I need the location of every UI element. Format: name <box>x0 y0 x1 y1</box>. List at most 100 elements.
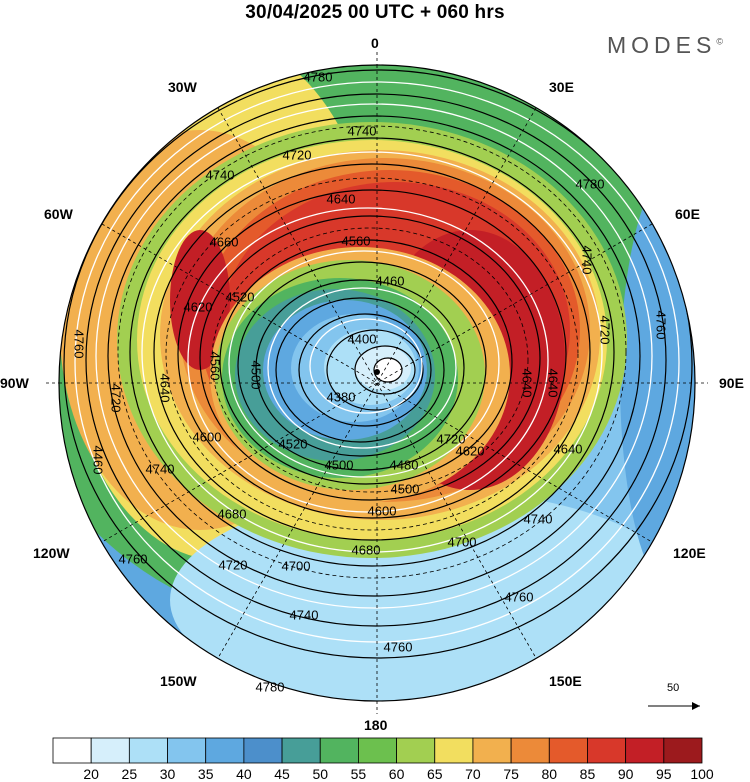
legend-label: 55 <box>350 766 367 782</box>
contour-label: 4500 <box>391 481 420 496</box>
legend-swatch <box>358 737 397 764</box>
legend-label: 25 <box>121 766 138 782</box>
lon-label-90w: 90W <box>0 375 29 391</box>
contour-label: 4760 <box>119 551 148 566</box>
contour-label: 4400 <box>348 331 377 346</box>
contour-label: 4640 <box>327 191 356 206</box>
contour-label: 4600 <box>193 429 222 444</box>
contour-label: 4780 <box>256 679 285 694</box>
lon-label-180: 180 <box>364 717 388 733</box>
dashed-contours <box>117 125 627 579</box>
contour-label: 4640 <box>554 441 583 456</box>
contour-label: 4760 <box>654 311 669 340</box>
map-title: 30/04/2025 00 UTC + 060 hrs <box>245 2 505 23</box>
legend-swatch <box>625 737 665 764</box>
contour-label: 4500 <box>249 361 264 390</box>
contour-label: 4720 <box>598 316 613 345</box>
contour-label: 4740 <box>524 511 553 526</box>
legend-swatch <box>587 737 627 764</box>
contour-label: 4480 <box>390 457 419 472</box>
contour-label: 4780 <box>304 69 333 84</box>
legend-label: 45 <box>274 766 290 782</box>
pole-dot <box>374 369 380 375</box>
height-contours <box>63 69 693 659</box>
contour-label: 4720 <box>283 147 312 162</box>
contour-label: 4680 <box>352 542 381 557</box>
legend-swatch <box>205 737 245 764</box>
lon-label-120w: 120W <box>33 545 70 561</box>
legend-label: 40 <box>236 766 252 782</box>
contour-label: 4460 <box>376 273 405 288</box>
contour-label: 4520 <box>279 436 308 451</box>
lon-label-120e: 120E <box>673 545 706 561</box>
contour-label: 4740 <box>580 246 595 275</box>
contour-label: 4640 <box>520 369 535 398</box>
legend-swatch <box>663 737 703 764</box>
contour-label: 4560 <box>342 233 371 248</box>
brand-text: MODES <box>607 32 717 58</box>
brand-logo: MODES© <box>607 32 723 59</box>
contour-label: 4720 <box>109 384 124 413</box>
lon-label-150w: 150W <box>160 673 197 689</box>
contour-label: 4760 <box>72 330 87 359</box>
reference-vector-label: 50 <box>667 682 680 694</box>
reference-vector-arrow <box>648 702 700 710</box>
legend-label: 90 <box>617 766 634 782</box>
legend-label: 85 <box>579 766 596 782</box>
lon-label-150e: 150E <box>549 673 582 689</box>
contour-label: 4780 <box>576 176 605 191</box>
contour-label: 4720 <box>219 557 248 572</box>
legend-swatch <box>243 737 283 764</box>
contour-label: 4700 <box>448 534 477 549</box>
contour-label: 4760 <box>505 589 534 604</box>
legend-label: 30 <box>159 766 176 782</box>
contour-label: 4500 <box>325 457 354 472</box>
legend-swatch <box>52 737 92 764</box>
contour-label: 4720 <box>437 431 466 446</box>
contour-label: 4460 <box>91 446 106 475</box>
contour-label: 4660 <box>210 234 239 249</box>
legend-label: 20 <box>83 766 99 782</box>
lon-label-0: 0 <box>371 35 379 51</box>
legend-swatch <box>510 737 550 764</box>
contour-label: 4640 <box>546 369 561 398</box>
contour-label: 4700 <box>282 558 311 573</box>
legend-label: 95 <box>656 766 672 782</box>
legend-label: 75 <box>503 766 519 782</box>
legend-label: 60 <box>388 766 405 782</box>
contour-label: 4740 <box>290 607 319 622</box>
contour-label: 4620 <box>456 443 485 458</box>
legend-label: 50 <box>312 766 329 782</box>
contour-label: 4520 <box>226 289 255 304</box>
legend-swatch <box>319 737 359 764</box>
map-border <box>58 64 696 702</box>
legend-swatch <box>472 737 512 764</box>
contour-labels: 4780 4740 4720 4740 4780 4640 4660 4560 4460 4520… <box>72 69 669 694</box>
color-legend <box>52 737 703 764</box>
contour-label: 4380 <box>327 389 356 404</box>
legend-swatch <box>281 737 321 764</box>
legend-label: 35 <box>197 766 214 782</box>
legend-swatch <box>90 737 130 764</box>
contour-label: 4640 <box>158 374 173 403</box>
lon-label-90e: 90E <box>719 375 744 391</box>
contour-label: 4740 <box>206 167 235 182</box>
contour-label: 4560 <box>208 352 223 381</box>
contour-label: 4740 <box>348 123 377 138</box>
contour-label: 4760 <box>384 639 413 654</box>
graticule <box>59 65 695 701</box>
legend-label: 100 <box>690 766 714 782</box>
lon-label-60e: 60E <box>675 206 700 222</box>
legend-swatch <box>128 737 168 764</box>
legend-label: 80 <box>541 766 558 782</box>
contour-label: 4600 <box>368 503 397 518</box>
contour-label: 4620 <box>184 299 213 314</box>
lon-label-30e: 30E <box>549 79 574 95</box>
brand-mark: © <box>716 36 723 47</box>
legend-swatch <box>548 737 588 764</box>
lon-label-60w: 60W <box>44 206 73 222</box>
contour-label: 4680 <box>218 506 247 521</box>
lon-label-30w: 30W <box>168 79 197 95</box>
legend-swatch <box>396 737 436 764</box>
